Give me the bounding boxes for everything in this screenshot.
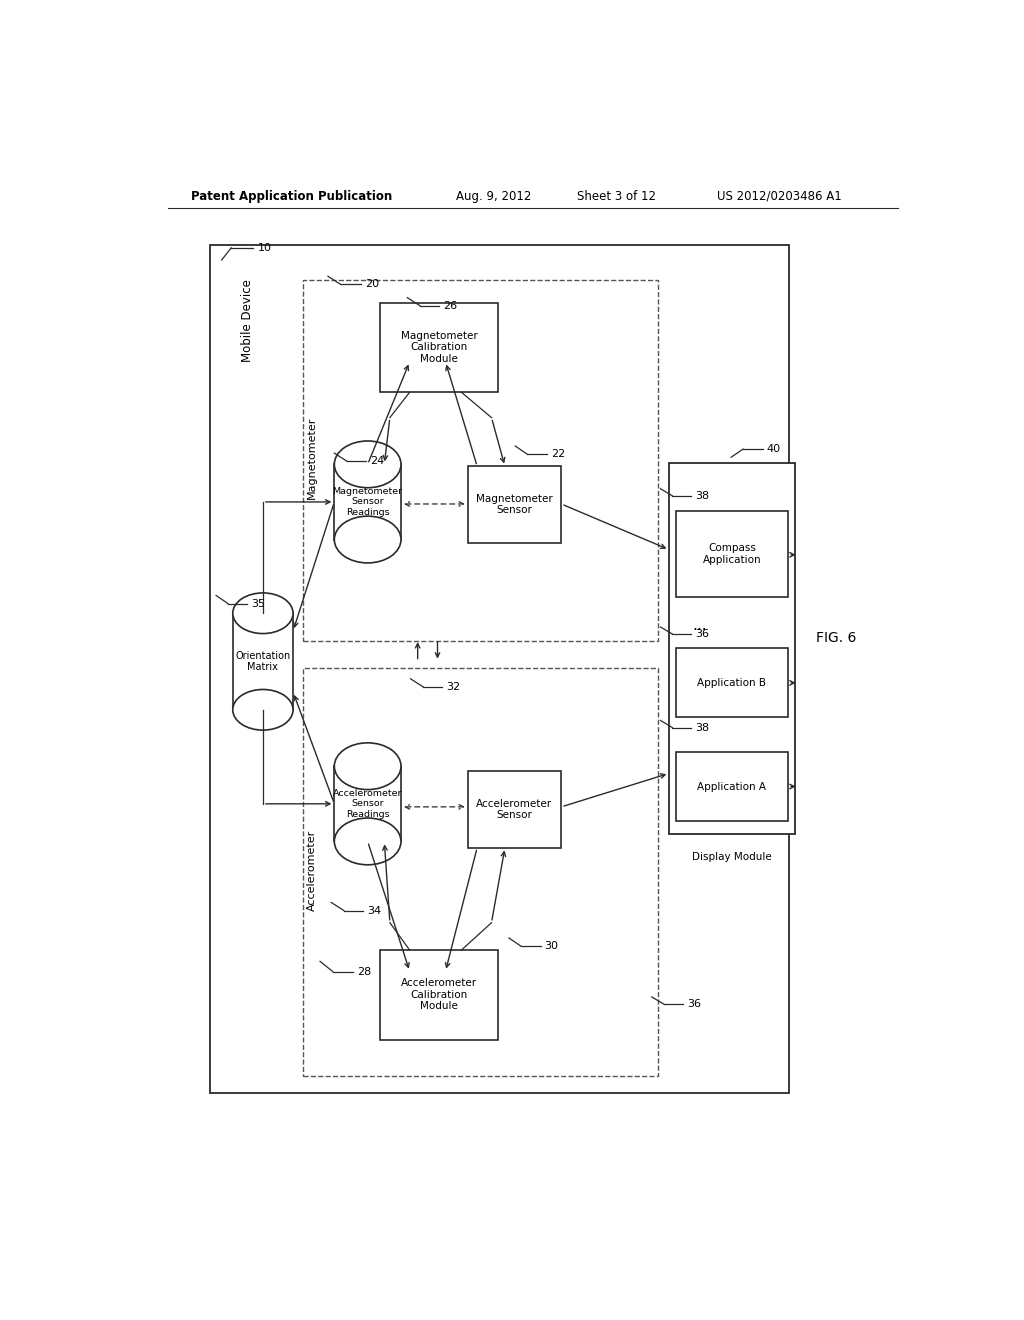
Text: 38: 38: [695, 722, 710, 733]
Text: Accelerometer
Calibration
Module: Accelerometer Calibration Module: [401, 978, 477, 1011]
Text: 26: 26: [443, 301, 457, 310]
Text: Magnetometer: Magnetometer: [307, 417, 317, 499]
Polygon shape: [334, 465, 401, 540]
Text: 40: 40: [767, 444, 781, 454]
Text: Application B: Application B: [697, 678, 766, 688]
Text: 30: 30: [545, 941, 559, 952]
Polygon shape: [232, 614, 293, 710]
Text: 22: 22: [551, 449, 565, 459]
Text: 10: 10: [257, 243, 271, 253]
Text: Magnetometer
Calibration
Module: Magnetometer Calibration Module: [400, 331, 477, 364]
Text: Mobile Device: Mobile Device: [241, 280, 254, 363]
Text: Magnetometer
Sensor: Magnetometer Sensor: [476, 494, 553, 515]
FancyBboxPatch shape: [380, 950, 498, 1040]
Text: Application A: Application A: [697, 781, 766, 792]
Polygon shape: [334, 766, 401, 841]
FancyBboxPatch shape: [676, 511, 788, 598]
Text: 32: 32: [446, 682, 461, 692]
FancyBboxPatch shape: [676, 752, 788, 821]
Text: US 2012/0203486 A1: US 2012/0203486 A1: [717, 190, 842, 202]
Ellipse shape: [334, 516, 401, 562]
Text: Aug. 9, 2012: Aug. 9, 2012: [456, 190, 531, 202]
Text: Sheet 3 of 12: Sheet 3 of 12: [578, 190, 656, 202]
FancyBboxPatch shape: [210, 244, 790, 1093]
Text: ...: ...: [692, 619, 707, 634]
Ellipse shape: [334, 743, 401, 789]
Text: 36: 36: [687, 999, 700, 1008]
FancyBboxPatch shape: [468, 466, 561, 543]
Text: Accelerometer
Sensor: Accelerometer Sensor: [476, 799, 553, 820]
Ellipse shape: [334, 818, 401, 865]
Text: Magnetometer
Sensor
Readings: Magnetometer Sensor Readings: [333, 487, 402, 517]
Text: Display Module: Display Module: [692, 851, 772, 862]
FancyBboxPatch shape: [380, 302, 498, 392]
FancyBboxPatch shape: [670, 463, 795, 834]
Text: Accelerometer
Sensor
Readings: Accelerometer Sensor Readings: [333, 789, 402, 818]
FancyBboxPatch shape: [468, 771, 561, 847]
Ellipse shape: [232, 593, 293, 634]
Ellipse shape: [334, 441, 401, 487]
Text: Compass
Application: Compass Application: [702, 544, 761, 565]
Text: Orientation
Matrix: Orientation Matrix: [236, 651, 291, 672]
FancyBboxPatch shape: [676, 648, 788, 718]
Text: FIG. 6: FIG. 6: [816, 631, 856, 645]
Text: Accelerometer: Accelerometer: [307, 829, 317, 911]
Text: 24: 24: [370, 457, 384, 466]
Text: Patent Application Publication: Patent Application Publication: [191, 190, 393, 202]
Text: 35: 35: [251, 598, 265, 609]
Text: 20: 20: [366, 280, 380, 289]
Text: 34: 34: [367, 906, 381, 916]
Text: 36: 36: [695, 630, 710, 639]
Text: 38: 38: [695, 491, 710, 500]
Ellipse shape: [232, 689, 293, 730]
Text: 28: 28: [357, 966, 372, 977]
